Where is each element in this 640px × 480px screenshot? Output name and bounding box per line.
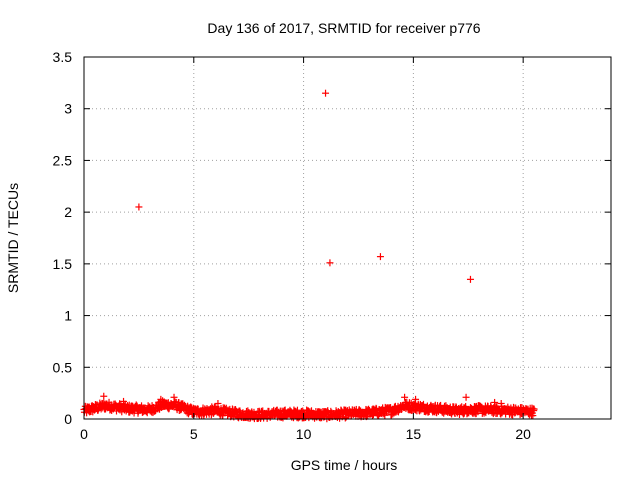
band-point xyxy=(341,414,349,422)
band-spike-point xyxy=(214,399,222,407)
grid-lines xyxy=(84,57,611,419)
band-point xyxy=(530,405,538,413)
y-tick-label: 3.5 xyxy=(53,49,73,65)
band-spike-point xyxy=(401,393,409,401)
band-point xyxy=(529,412,537,420)
outlier-point xyxy=(466,275,474,283)
y-tick-label: 1.5 xyxy=(53,256,73,272)
band-spike-point xyxy=(170,393,178,401)
x-tick-label: 20 xyxy=(515,426,531,442)
band-spike-point xyxy=(491,398,499,406)
x-tick-label: 5 xyxy=(190,426,198,442)
y-tick-label: 1 xyxy=(64,308,72,324)
plot-frame xyxy=(83,56,612,420)
y-tick-label: 2.5 xyxy=(53,152,73,168)
x-tick-label: 15 xyxy=(406,426,422,442)
y-tick-label: 3 xyxy=(64,101,72,117)
band-spike-point xyxy=(497,399,505,407)
band-spike-point xyxy=(462,393,470,401)
band-spike-point xyxy=(120,397,128,405)
y-axis-label: SRMTID / TECUs xyxy=(5,183,21,293)
band-spike-point xyxy=(100,392,108,400)
x-tick-label: 0 xyxy=(80,426,88,442)
outlier-point xyxy=(376,253,384,261)
x-axis-label: GPS time / hours xyxy=(291,457,398,473)
y-tick-label: 2 xyxy=(64,204,72,220)
outlier-point xyxy=(135,203,143,211)
outlier-point xyxy=(326,259,334,267)
axis-ticks: 0 5 10 15 20 0 0.5 1 1.5 2 2.5 3 3.5 xyxy=(53,49,611,442)
chart-title: Day 136 of 2017, SRMTID for receiver p77… xyxy=(207,20,480,36)
y-tick-label: 0 xyxy=(64,411,72,427)
data-points xyxy=(80,89,538,423)
band-spike-point xyxy=(412,395,420,403)
x-tick-label: 10 xyxy=(296,426,312,442)
y-tick-label: 0.5 xyxy=(53,359,73,375)
outlier-point xyxy=(322,89,330,97)
band-point xyxy=(293,406,301,414)
band-spike-point xyxy=(157,395,165,403)
